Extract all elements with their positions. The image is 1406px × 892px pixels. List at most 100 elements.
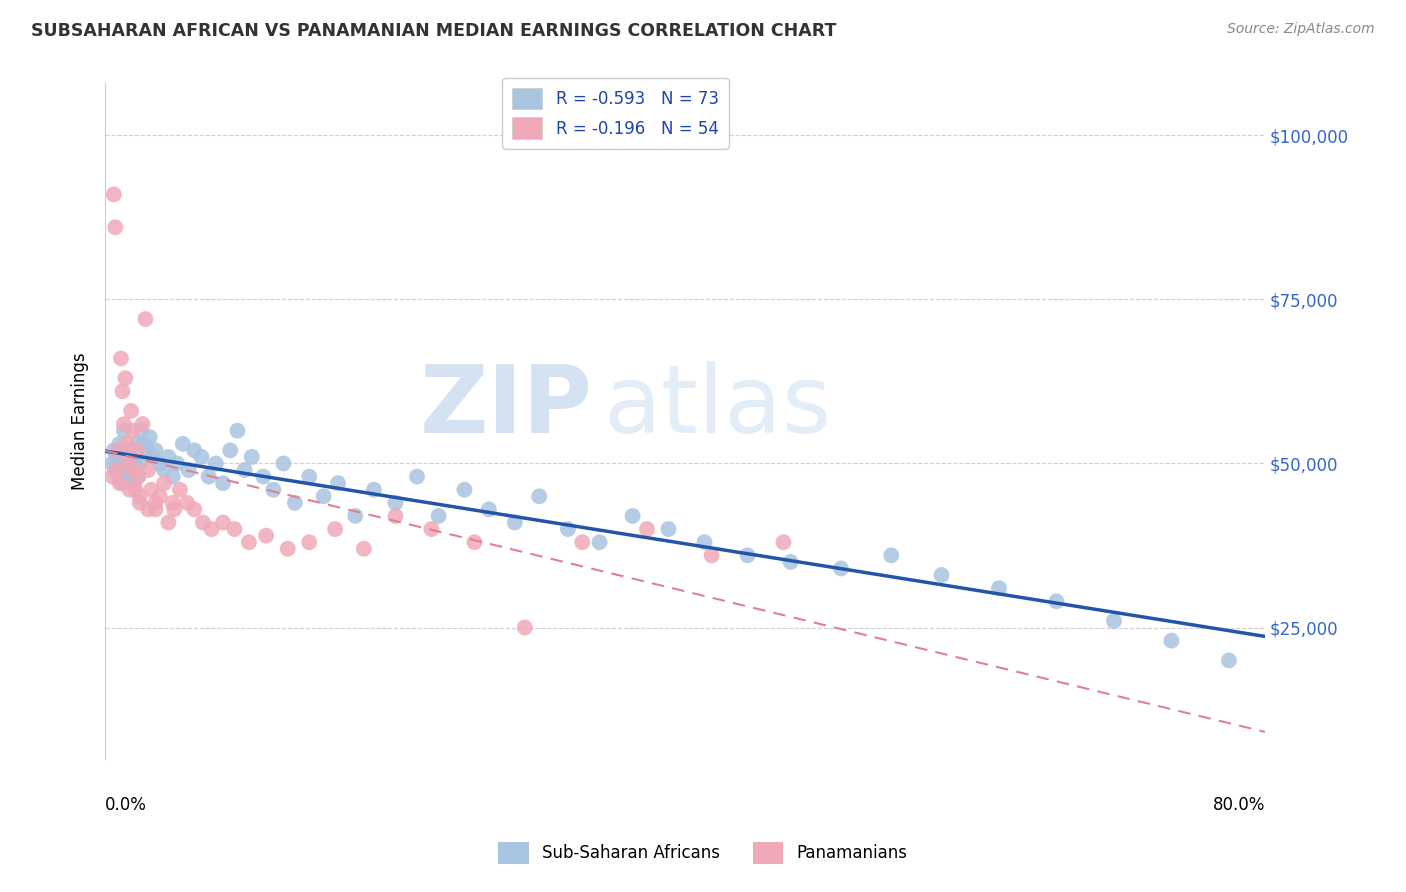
Point	[124, 457, 146, 471]
Point	[557, 522, 579, 536]
Point	[145, 443, 167, 458]
Point	[125, 443, 148, 458]
Point	[212, 516, 235, 530]
Point	[262, 483, 284, 497]
Point	[157, 450, 180, 464]
Point	[238, 535, 260, 549]
Point	[463, 535, 485, 549]
Point	[219, 443, 242, 458]
Point	[298, 469, 321, 483]
Text: Source: ZipAtlas.com: Source: ZipAtlas.com	[1227, 22, 1375, 37]
Point	[588, 535, 610, 549]
Point	[103, 443, 125, 458]
Point	[621, 508, 644, 523]
Text: 80.0%: 80.0%	[1212, 796, 1265, 814]
Point	[183, 443, 205, 458]
Text: ZIP: ZIP	[419, 361, 592, 453]
Point	[205, 457, 228, 471]
Point	[880, 549, 903, 563]
Point	[226, 424, 249, 438]
Legend: Sub-Saharan Africans, Panamanians: Sub-Saharan Africans, Panamanians	[492, 836, 914, 871]
Point	[200, 522, 222, 536]
Point	[124, 483, 146, 497]
Text: SUBSAHARAN AFRICAN VS PANAMANIAN MEDIAN EARNINGS CORRELATION CHART: SUBSAHARAN AFRICAN VS PANAMANIAN MEDIAN …	[31, 22, 837, 40]
Point	[128, 457, 150, 471]
Point	[657, 522, 679, 536]
Point	[104, 463, 127, 477]
Point	[136, 502, 159, 516]
Point	[122, 463, 145, 477]
Point	[114, 463, 136, 477]
Point	[136, 463, 159, 477]
Point	[117, 457, 139, 471]
Point	[177, 463, 200, 477]
Point	[125, 437, 148, 451]
Point	[157, 516, 180, 530]
Point	[176, 496, 198, 510]
Point	[693, 535, 716, 549]
Point	[252, 469, 274, 483]
Point	[453, 483, 475, 497]
Point	[103, 187, 125, 202]
Point	[427, 508, 450, 523]
Point	[162, 496, 184, 510]
Point	[111, 384, 134, 399]
Point	[700, 549, 723, 563]
Point	[1218, 653, 1240, 667]
Point	[128, 496, 150, 510]
Point	[118, 483, 141, 497]
Point	[779, 555, 801, 569]
Point	[132, 437, 155, 451]
Point	[121, 424, 143, 438]
Point	[406, 469, 429, 483]
Point	[127, 469, 149, 483]
Point	[190, 450, 212, 464]
Point	[107, 469, 129, 483]
Point	[141, 483, 163, 497]
Point	[233, 463, 256, 477]
Point	[153, 463, 176, 477]
Point	[312, 489, 335, 503]
Point	[191, 516, 214, 530]
Point	[111, 476, 134, 491]
Point	[931, 568, 953, 582]
Point	[298, 535, 321, 549]
Point	[1045, 594, 1067, 608]
Point	[149, 489, 172, 503]
Point	[169, 483, 191, 497]
Point	[503, 516, 526, 530]
Point	[108, 476, 131, 491]
Point	[162, 469, 184, 483]
Point	[197, 469, 219, 483]
Point	[1160, 633, 1182, 648]
Point	[104, 220, 127, 235]
Point	[988, 581, 1011, 595]
Point	[127, 469, 149, 483]
Point	[513, 621, 536, 635]
Point	[363, 483, 385, 497]
Point	[145, 496, 167, 510]
Point	[772, 535, 794, 549]
Point	[110, 457, 132, 471]
Point	[527, 489, 550, 503]
Point	[135, 443, 157, 458]
Point	[284, 496, 307, 510]
Legend: R = -0.593   N = 73, R = -0.196   N = 54: R = -0.593 N = 73, R = -0.196 N = 54	[502, 78, 728, 149]
Point	[115, 437, 138, 451]
Point	[163, 502, 186, 516]
Point	[129, 424, 152, 438]
Point	[110, 351, 132, 366]
Point	[115, 443, 138, 458]
Point	[323, 522, 346, 536]
Point	[131, 417, 153, 431]
Point	[153, 476, 176, 491]
Point	[326, 476, 349, 491]
Point	[122, 476, 145, 491]
Point	[172, 437, 194, 451]
Point	[344, 508, 367, 523]
Point	[737, 549, 759, 563]
Point	[105, 463, 128, 477]
Point	[478, 502, 501, 516]
Point	[277, 541, 299, 556]
Point	[101, 457, 124, 471]
